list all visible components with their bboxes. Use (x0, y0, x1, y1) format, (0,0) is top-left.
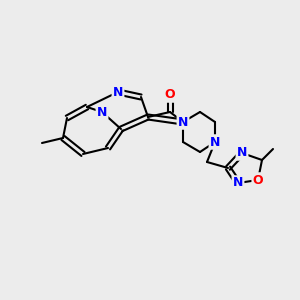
Text: N: N (233, 176, 243, 190)
Text: N: N (210, 136, 220, 148)
Text: N: N (237, 146, 247, 160)
Text: N: N (97, 106, 107, 118)
Text: N: N (178, 116, 188, 128)
Text: O: O (165, 88, 175, 101)
Text: O: O (253, 173, 263, 187)
Text: N: N (113, 85, 123, 98)
